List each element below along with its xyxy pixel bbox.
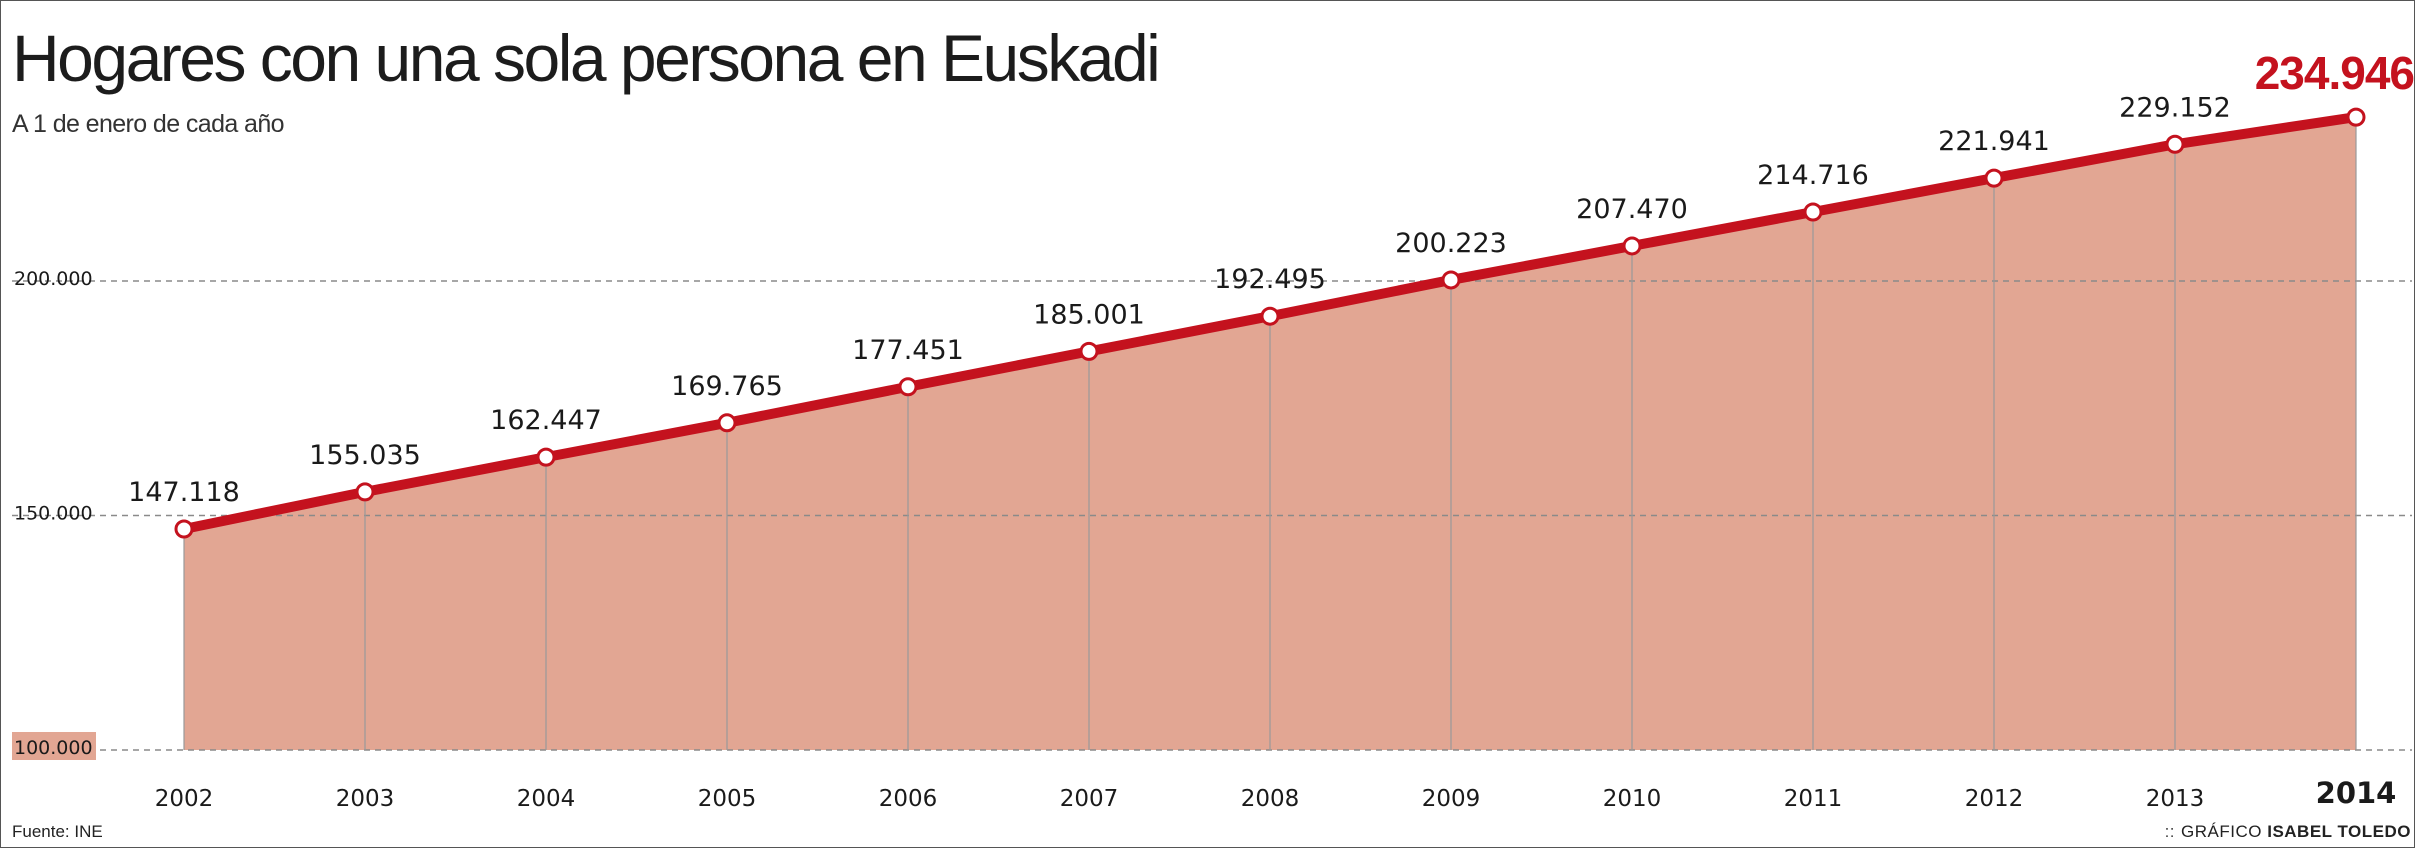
data-point — [2165, 134, 2185, 154]
value-label: 214.716 — [1757, 160, 1869, 191]
x-tick-label: 2011 — [1784, 786, 1843, 812]
x-tick-label: 2010 — [1603, 786, 1662, 812]
chart-title: Hogares con una sola persona en Euskadi — [12, 21, 1161, 95]
credit-prefix: GRÁFICO — [2181, 822, 2262, 841]
y-tick-label: 100.000 — [14, 737, 93, 759]
x-tick-label: 2008 — [1241, 786, 1300, 812]
value-label: 207.470 — [1576, 194, 1688, 225]
value-label: 155.035 — [309, 440, 421, 471]
data-point — [1260, 306, 1280, 326]
credit-dots-icon: :: — [2164, 822, 2176, 841]
x-tick-label: 2003 — [336, 786, 395, 812]
data-point — [174, 519, 194, 539]
y-tick-label: 150.000 — [14, 503, 93, 525]
data-point — [1622, 236, 1642, 256]
value-label: 229.152 — [2119, 92, 2231, 123]
data-point — [1984, 168, 2004, 188]
x-tick-label: 2007 — [1060, 786, 1119, 812]
chart-subtitle: A 1 de enero de cada año — [12, 110, 285, 138]
value-label: 177.451 — [852, 335, 964, 366]
x-tick-label: 2002 — [155, 786, 214, 812]
x-tick-label: 2012 — [1965, 786, 2024, 812]
value-label: 192.495 — [1214, 264, 1326, 295]
data-point — [1079, 341, 1099, 361]
x-tick-label: 2009 — [1422, 786, 1481, 812]
value-label: 234.946 — [2255, 47, 2414, 99]
x-tick-label: 2006 — [879, 786, 938, 812]
data-point — [1441, 270, 1461, 290]
data-point — [717, 413, 737, 433]
y-tick-highlight — [12, 732, 96, 760]
credit-name: ISABEL TOLEDO — [2267, 822, 2411, 841]
x-tick-label: 2004 — [517, 786, 576, 812]
value-label: 221.941 — [1938, 126, 2050, 157]
source-note: Fuente: INE — [12, 822, 103, 841]
data-point — [898, 377, 918, 397]
data-point — [2346, 107, 2366, 127]
credit: :: GRÁFICO ISABEL TOLEDO — [2165, 822, 2411, 842]
x-tick-label: 2013 — [2146, 786, 2205, 812]
value-label: 185.001 — [1033, 299, 1145, 330]
data-point — [355, 482, 375, 502]
x-tick-label: 2014 — [2316, 776, 2397, 810]
data-point — [536, 447, 556, 467]
y-tick-label: 200.000 — [14, 268, 93, 290]
x-tick-label: 2005 — [698, 786, 757, 812]
value-label: 169.765 — [671, 371, 783, 402]
value-label: 200.223 — [1395, 228, 1507, 259]
data-point — [1803, 202, 1823, 222]
value-label: 147.118 — [128, 477, 240, 508]
value-label: 162.447 — [490, 405, 602, 436]
